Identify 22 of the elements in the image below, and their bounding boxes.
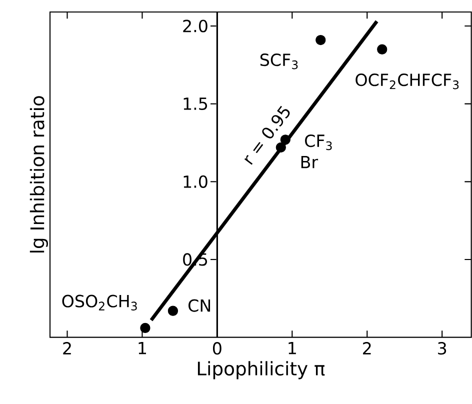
annotation: SCF$_{3}$ [260, 54, 298, 70]
x-tick-label: 0 [212, 342, 222, 355]
point [316, 34, 326, 46]
point [140, 322, 150, 334]
point [276, 142, 286, 152]
annotation: OSO$_{2}$CH$_{3}$ [62, 294, 137, 310]
y-axis-title: lg Inhibition ratio [30, 96, 48, 252]
annotation: CF$_{3}$ [305, 134, 332, 150]
point [377, 44, 388, 54]
annotation: CN [188, 299, 210, 312]
x-tick-label: 3 [438, 342, 446, 355]
y-tick-label: 1.5 [184, 98, 208, 110]
x-tick-label: 1 [288, 342, 296, 354]
point [168, 306, 178, 316]
annotation: OCF$_{2}$CHFCF$_{3}$ [356, 74, 459, 90]
x-tick-label: 2 [63, 342, 71, 354]
x-tick-label: 1 [138, 342, 146, 354]
y-tick-label: 1.0 [184, 175, 208, 188]
y-tick-label: 2.0 [183, 20, 208, 32]
annotation: Br [301, 156, 318, 168]
x-axis-title: Lipophilicity π [198, 361, 325, 380]
x-tick-label: 2 [363, 342, 371, 354]
